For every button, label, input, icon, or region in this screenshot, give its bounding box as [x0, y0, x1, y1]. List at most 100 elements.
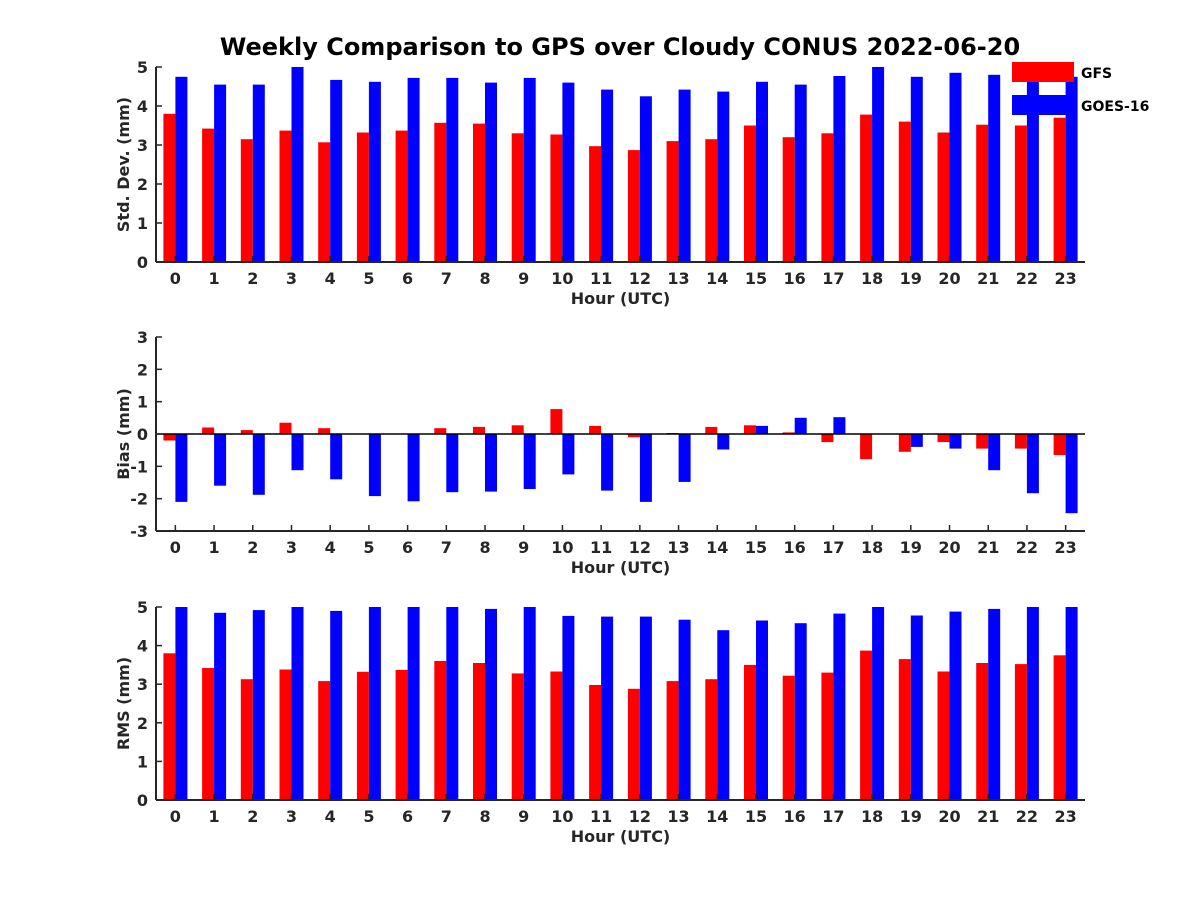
bar-goes16-9	[523, 434, 536, 489]
bar-goes16-17	[833, 417, 846, 434]
x-tick-label: 1	[208, 807, 219, 826]
x-tick-label: 1	[208, 269, 219, 288]
y-tick-label: 4	[137, 637, 148, 656]
bar-gfs-12	[627, 688, 640, 800]
y-tick-label: 5	[137, 598, 148, 617]
bar-goes16-18	[872, 67, 885, 262]
bar-gfs-21	[976, 663, 989, 800]
bar-gfs-5	[356, 132, 369, 262]
x-tick-label: 15	[745, 807, 767, 826]
x-tick-label: 22	[1016, 807, 1038, 826]
x-axis-label: Hour (UTC)	[571, 289, 671, 308]
bar-gfs-1	[202, 128, 215, 262]
bar-gfs-23	[1053, 434, 1066, 455]
x-tick-label: 6	[402, 807, 413, 826]
bar-gfs-16	[782, 675, 795, 800]
bar-gfs-13	[666, 141, 679, 262]
bar-gfs-23	[1053, 655, 1066, 801]
bar-goes16-1	[214, 84, 227, 262]
bar-goes16-23	[1065, 76, 1078, 263]
bar-goes16-20	[949, 434, 962, 449]
bar-gfs-13	[666, 681, 679, 800]
bar-goes16-2	[252, 84, 265, 262]
bar-gfs-14	[705, 426, 718, 434]
bar-goes16-3	[291, 67, 304, 262]
x-tick-label: 16	[784, 269, 806, 288]
bar-gfs-11	[589, 425, 602, 434]
y-tick-label: 3	[137, 328, 148, 347]
x-axis-label: Hour (UTC)	[571, 558, 671, 577]
bar-goes16-21	[988, 434, 1001, 471]
bar-goes16-15	[756, 81, 768, 262]
y-tick-label: 0	[137, 253, 148, 272]
bar-gfs-8	[473, 663, 485, 800]
x-tick-label: 19	[900, 807, 922, 826]
x-tick-label: 20	[938, 807, 960, 826]
x-tick-label: 13	[667, 269, 689, 288]
bar-goes16-6	[407, 434, 420, 502]
bar-gfs-8	[473, 426, 485, 434]
bar-goes16-23	[1065, 434, 1078, 514]
x-tick-label: 11	[590, 807, 612, 826]
bar-goes16-10	[562, 615, 575, 800]
x-tick-label: 7	[441, 807, 452, 826]
x-tick-label: 22	[1016, 538, 1038, 557]
legend-label-goes16: GOES-16	[1081, 99, 1149, 115]
bar-goes16-20	[949, 72, 962, 262]
bar-gfs-10	[550, 671, 563, 800]
x-tick-label: 7	[441, 538, 452, 557]
bar-goes16-14	[717, 630, 730, 800]
bar-goes16-21	[988, 608, 1001, 800]
x-tick-label: 6	[402, 538, 413, 557]
bar-gfs-9	[511, 673, 524, 800]
bar-goes16-12	[639, 434, 652, 502]
bar-goes16-16	[794, 417, 807, 434]
bar-goes16-23	[1065, 607, 1078, 800]
bar-goes16-10	[562, 434, 575, 475]
bar-goes16-14	[717, 434, 730, 450]
x-tick-label: 17	[822, 538, 844, 557]
bar-gfs-21	[976, 124, 989, 262]
bar-goes16-19	[910, 615, 923, 800]
x-tick-label: 4	[325, 269, 336, 288]
bar-gfs-9	[511, 425, 524, 434]
bar-goes16-6	[407, 607, 420, 800]
bar-gfs-7	[434, 661, 447, 800]
x-tick-label: 14	[706, 807, 728, 826]
y-tick-label: 1	[137, 752, 148, 771]
bar-goes16-8	[485, 82, 497, 262]
bar-goes16-10	[562, 82, 575, 262]
bar-goes16-9	[523, 607, 536, 800]
bar-gfs-22	[1014, 125, 1027, 262]
bar-goes16-3	[291, 434, 304, 471]
x-tick-label: 20	[938, 269, 960, 288]
y-tick-label: -3	[130, 522, 148, 541]
y-tick-label: 2	[137, 360, 148, 379]
x-tick-label: 8	[479, 538, 490, 557]
x-tick-label: 18	[861, 269, 883, 288]
bar-goes16-7	[446, 607, 459, 800]
bar-goes16-4	[330, 79, 343, 263]
bar-goes16-4	[330, 434, 343, 480]
x-tick-label: 3	[286, 807, 297, 826]
x-tick-label: 1	[208, 538, 219, 557]
bar-gfs-22	[1014, 664, 1027, 800]
x-tick-label: 10	[551, 807, 573, 826]
bar-goes16-0	[175, 76, 188, 263]
x-tick-label: 21	[977, 807, 999, 826]
x-tick-label: 14	[706, 269, 728, 288]
bar-goes16-4	[330, 610, 343, 800]
bar-gfs-3	[279, 422, 292, 434]
bar-goes16-16	[794, 84, 807, 262]
x-tick-label: 6	[402, 269, 413, 288]
y-tick-label: 3	[137, 675, 148, 694]
x-tick-label: 20	[938, 538, 960, 557]
x-tick-label: 9	[518, 269, 529, 288]
bar-gfs-17	[821, 133, 834, 262]
x-tick-label: 16	[784, 538, 806, 557]
y-tick-label: 2	[137, 714, 148, 733]
bar-goes16-11	[601, 89, 614, 262]
